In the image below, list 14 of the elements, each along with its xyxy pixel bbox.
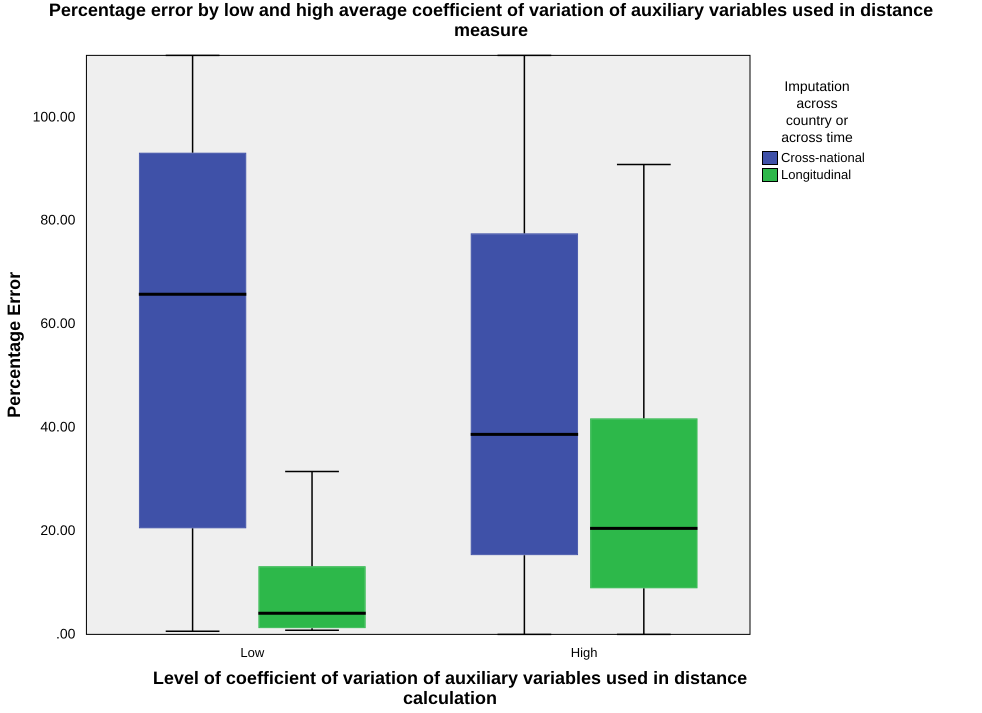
legend-label: Longitudinal (781, 167, 852, 182)
y-tick-label: 80.00 (40, 212, 76, 228)
y-tick-label: 60.00 (40, 315, 76, 332)
y-tick-label: .00 (56, 625, 76, 642)
legend-label: Cross-national (781, 150, 865, 165)
y-tick-label: 100.00 (32, 108, 76, 124)
legend-title: Imputation across country or across time (780, 78, 854, 146)
chart-title: Percentage error by low and high average coefficient of variation of auxiliary variables used in distance measure (48, 0, 934, 40)
x-tick-label: Low (240, 644, 265, 660)
x-axis-title: Level of coefficient of variation of auxiliary variables used in distance calculation (152, 668, 748, 708)
y-tick-label: 40.00 (40, 418, 76, 434)
x-tick-label: High (570, 644, 598, 660)
y-tick-label: 20.00 (40, 522, 76, 538)
y-axis-title: Percentage Error (4, 272, 24, 418)
